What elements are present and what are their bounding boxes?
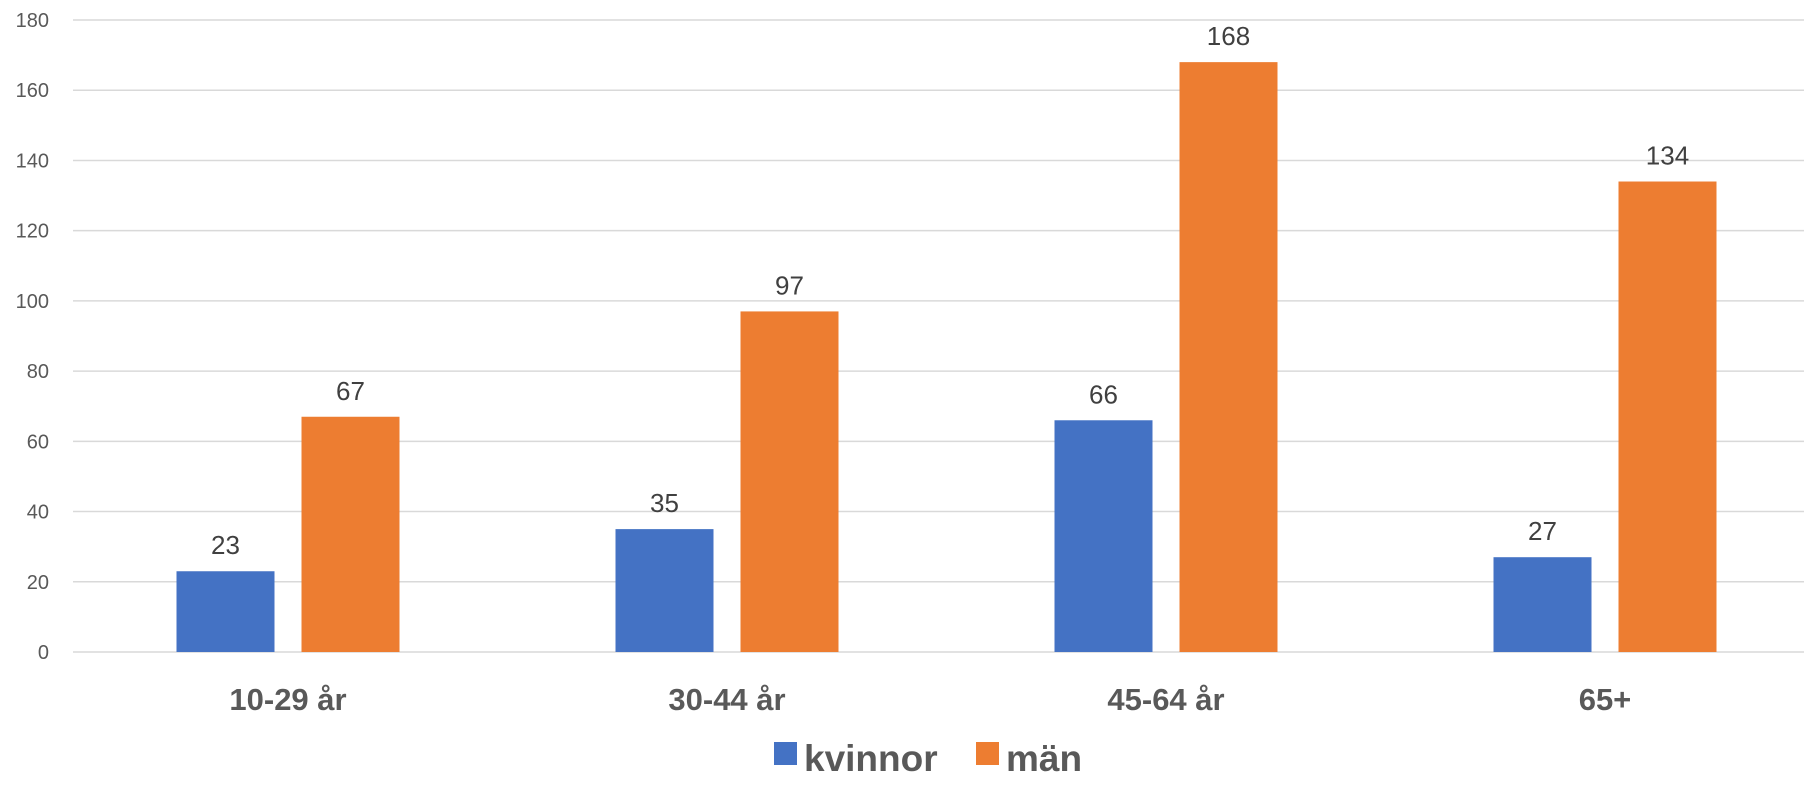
bar-kvinnor-2	[615, 529, 714, 652]
data-labels: 23 67 35 97 66 168 27 134	[211, 21, 1689, 560]
bar-män-4	[1618, 181, 1717, 652]
legend-swatch-män	[976, 742, 999, 765]
y-tick-label: 80	[27, 361, 49, 383]
y-tick-label: 140	[16, 150, 49, 172]
y-tick-label: 40	[27, 502, 49, 524]
x-category-label: 10-29 år	[229, 682, 346, 717]
y-tick-label: 120	[16, 221, 49, 243]
bar-kvinnor-3	[1054, 420, 1153, 652]
data-label-män-1: 67	[336, 376, 365, 406]
bars	[176, 62, 1717, 652]
y-tick-label: 60	[27, 431, 49, 453]
data-label-kvinnor-4: 27	[1528, 516, 1557, 546]
bar-kvinnor-4	[1493, 557, 1592, 652]
x-axis-category-labels: 10-29 år 30-44 år 45-64 år 65+	[229, 682, 1631, 717]
data-label-män-4: 134	[1646, 141, 1689, 171]
data-label-kvinnor-1: 23	[211, 530, 240, 560]
legend-label-män: män	[1006, 738, 1082, 779]
y-tick-label: 0	[38, 642, 49, 664]
x-category-label: 45-64 år	[1107, 682, 1224, 717]
x-category-label: 65+	[1579, 682, 1632, 717]
bar-kvinnor-1	[176, 571, 275, 652]
bar-män-3	[1179, 62, 1278, 652]
y-tick-label: 160	[16, 80, 49, 102]
data-label-kvinnor-2: 35	[650, 488, 679, 518]
bar-män-1	[301, 416, 400, 652]
data-label-män-2: 97	[775, 270, 804, 300]
data-label-kvinnor-3: 66	[1089, 379, 1118, 409]
y-tick-label: 180	[16, 10, 49, 32]
data-label-män-3: 168	[1207, 21, 1250, 51]
legend: kvinnor män	[774, 738, 1082, 779]
y-tick-label: 20	[27, 572, 49, 594]
y-axis-tick-labels: 0 20 40 60 80 100 120 140 160 180	[16, 10, 49, 664]
y-tick-label: 100	[16, 291, 49, 313]
legend-label-kvinnor: kvinnor	[804, 738, 938, 779]
x-category-label: 30-44 år	[668, 682, 785, 717]
legend-swatch-kvinnor	[774, 742, 797, 765]
bar-män-2	[740, 311, 839, 652]
